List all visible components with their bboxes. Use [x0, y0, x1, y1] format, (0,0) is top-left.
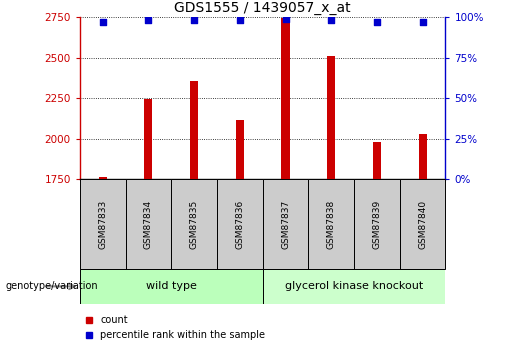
Bar: [281, 18, 289, 179]
Point: [419, 19, 427, 25]
Text: genotype/variation: genotype/variation: [5, 282, 98, 291]
Bar: [144, 99, 152, 179]
Bar: [98, 177, 107, 179]
Text: GSM87835: GSM87835: [190, 200, 199, 249]
Bar: [236, 120, 244, 179]
Point: [236, 18, 244, 23]
Bar: [400, 179, 445, 269]
Bar: [80, 179, 126, 269]
Bar: [354, 179, 400, 269]
Text: GSM87838: GSM87838: [327, 200, 336, 249]
Bar: [171, 179, 217, 269]
Title: GDS1555 / 1439057_x_at: GDS1555 / 1439057_x_at: [175, 1, 351, 15]
Text: GSM87834: GSM87834: [144, 200, 153, 249]
Bar: [190, 81, 198, 179]
Text: glycerol kinase knockout: glycerol kinase knockout: [285, 282, 423, 291]
Text: GSM87836: GSM87836: [235, 200, 244, 249]
Bar: [308, 179, 354, 269]
Point: [281, 16, 289, 22]
Text: wild type: wild type: [146, 282, 197, 291]
Text: GSM87833: GSM87833: [98, 200, 107, 249]
Text: GSM87839: GSM87839: [372, 200, 382, 249]
Point: [190, 18, 198, 23]
Bar: [327, 56, 335, 179]
Point: [373, 19, 381, 25]
Bar: [126, 179, 171, 269]
Legend: count, percentile rank within the sample: count, percentile rank within the sample: [84, 315, 265, 340]
Bar: [263, 179, 308, 269]
Point: [144, 18, 152, 23]
Point: [327, 18, 335, 23]
Bar: [419, 134, 427, 179]
Bar: [373, 141, 381, 179]
Text: GSM87840: GSM87840: [418, 200, 427, 249]
Bar: [80, 269, 263, 304]
Text: GSM87837: GSM87837: [281, 200, 290, 249]
Bar: [263, 269, 445, 304]
Point: [98, 19, 107, 25]
Bar: [217, 179, 263, 269]
